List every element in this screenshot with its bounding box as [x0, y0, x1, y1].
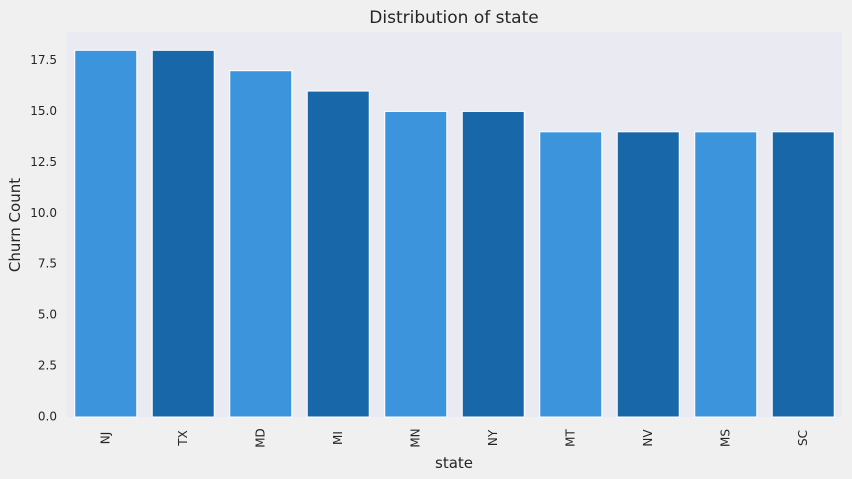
y-tick-label: 10.0 [30, 206, 57, 220]
y-ticks-group: 0.0 2.5 5.0 7.5 10.0 12.5 15.0 17.5 [30, 53, 57, 423]
x-tick-label-mn: MN [408, 428, 422, 447]
x-tick-label-md: MD [253, 428, 267, 448]
bar-md [229, 70, 293, 418]
y-tick-label: 15.0 [30, 104, 57, 118]
x-tick-label-ms: MS [718, 429, 732, 447]
bar-ny [461, 110, 525, 418]
bar-mt [539, 131, 603, 418]
bar-nv [616, 131, 680, 418]
x-tick-label-tx: TX [176, 430, 190, 447]
chart-title: Distribution of state [369, 8, 538, 28]
x-tick-label-ny: NY [486, 429, 500, 446]
bar-ms [694, 131, 758, 418]
bar-nj [74, 49, 138, 418]
bar-mn [384, 110, 448, 418]
y-axis-label: Churn Count [6, 178, 24, 272]
x-tick-label-sc: SC [796, 430, 810, 446]
y-tick-label: 2.5 [38, 359, 57, 373]
y-tick-label: 0.0 [38, 410, 57, 424]
x-ticks-group: NJ TX MD MI MN NY MT NV MS SC [98, 428, 810, 448]
x-axis-label: state [435, 454, 473, 472]
y-tick-label: 7.5 [38, 257, 57, 271]
y-tick-label: 12.5 [30, 155, 57, 169]
x-tick-label-nj: NJ [98, 432, 112, 445]
y-tick-label: 17.5 [30, 53, 57, 67]
bars-group [74, 49, 835, 418]
x-tick-label-nv: NV [641, 429, 655, 447]
bar-tx [151, 49, 215, 418]
y-tick-label: 5.0 [38, 308, 57, 322]
bar-sc [771, 131, 835, 418]
bar-mi [306, 90, 370, 418]
x-tick-label-mi: MI [331, 431, 345, 445]
x-tick-label-mt: MT [563, 428, 577, 446]
